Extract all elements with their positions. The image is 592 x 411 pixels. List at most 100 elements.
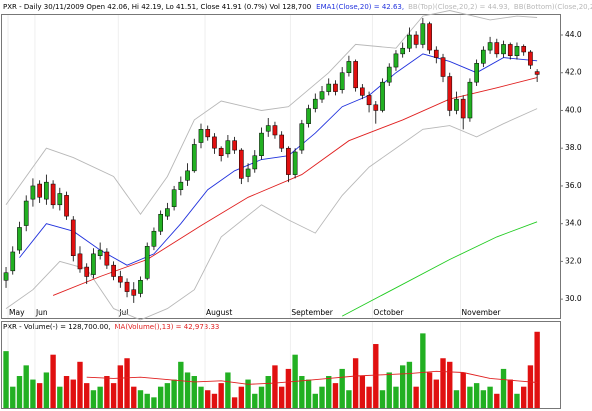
candle-body [57, 193, 63, 206]
volume-bar [406, 361, 413, 408]
candle-body [346, 61, 352, 73]
y-tick-label: 44.0 [565, 30, 582, 39]
volume-bar [77, 361, 83, 408]
volume-bar [245, 379, 251, 408]
volume-bar [43, 372, 50, 408]
volume-bar [137, 390, 144, 408]
volume-bar [151, 397, 157, 408]
overlay-line [5, 10, 538, 215]
volume-bar [272, 365, 278, 408]
candle-body [279, 134, 285, 149]
volume-bar [379, 390, 386, 408]
volume-bar [144, 393, 150, 408]
candle-body [474, 63, 479, 83]
candle-body [84, 266, 90, 277]
volume-bar [164, 383, 171, 408]
volume-bar [171, 379, 177, 408]
candle-body [447, 76, 453, 111]
candle-body [407, 34, 412, 49]
volume-bar [346, 390, 352, 408]
candle-body [272, 125, 278, 136]
candle-body [171, 189, 177, 207]
y-tick-label: 42.0 [565, 68, 582, 77]
y-tick-label: 40.0 [565, 105, 582, 114]
volume-bar [231, 397, 238, 408]
volume-bar [110, 383, 117, 408]
candle-body [467, 81, 473, 119]
candle-body [23, 200, 29, 226]
candle-body [138, 280, 143, 294]
volume-bar [527, 365, 534, 408]
volume-bar [352, 358, 359, 408]
candle-body [460, 98, 466, 119]
candle-body [366, 95, 372, 106]
overlay-line [5, 108, 538, 321]
candle-body [198, 129, 204, 143]
candle-body [326, 83, 332, 92]
volume-bar [453, 390, 460, 408]
candle-body [158, 213, 163, 232]
candle-body [454, 98, 459, 111]
legend-entry: EMA1(Close,20) = 42.63, [316, 3, 404, 11]
volume-bar [467, 386, 473, 408]
volume-bar [90, 390, 97, 408]
volume-bar [117, 365, 124, 408]
volume-bar [473, 383, 480, 408]
volume-title: PXR - Volume(-) = 128,700.00, [3, 323, 111, 331]
volume-bar [447, 361, 453, 408]
x-tick-label: Jun [35, 308, 48, 317]
candle-body [514, 46, 520, 57]
volume-bar [420, 333, 426, 408]
volume-bar [399, 365, 406, 408]
volume-bar [521, 386, 527, 408]
candle-body [30, 185, 36, 200]
volume-bar [178, 361, 184, 408]
volume-bar [278, 386, 285, 408]
candle-body [481, 49, 486, 64]
volume-bar [97, 386, 103, 408]
candle-body [64, 195, 69, 217]
candle-body [380, 81, 385, 111]
volume-bar [507, 379, 513, 408]
volume-bar [205, 390, 211, 408]
candle-body [353, 61, 358, 89]
volume-bar [16, 376, 23, 408]
candle-body [218, 147, 224, 156]
volume-bar [63, 376, 70, 408]
volume-bar [50, 354, 56, 408]
candle-body [521, 46, 527, 53]
candle-body [400, 47, 406, 55]
candle-body [205, 129, 211, 138]
volume-bar [460, 372, 466, 408]
volume-ma-line [86, 370, 538, 385]
candle-body [144, 246, 150, 279]
volume-bar [198, 386, 204, 408]
candle-body [487, 42, 493, 51]
x-tick-label: October [373, 308, 404, 317]
candle-body [50, 183, 56, 206]
volume-bar [305, 379, 312, 408]
candle-body [124, 281, 130, 292]
candle-body [151, 230, 157, 247]
volume-bar [339, 368, 345, 408]
candle-body [185, 170, 190, 181]
volume-bar [238, 386, 245, 408]
y-tick-label: 38.0 [565, 143, 582, 152]
legend-entry: MA(Volume(),13) = 42,973.33 [115, 323, 220, 331]
volume-bar [10, 386, 16, 408]
volume-bar [393, 386, 399, 408]
volume-bar [131, 386, 137, 408]
candle-body [245, 168, 251, 177]
volume-bar [312, 393, 318, 408]
overlay-line [52, 77, 538, 296]
candle-body [17, 227, 22, 251]
candle-body [534, 71, 540, 75]
volume-bar [30, 379, 36, 408]
candle-body [70, 219, 76, 256]
y-tick-label: 32.0 [565, 256, 582, 265]
volume-bar [23, 365, 29, 408]
candle-body [239, 149, 244, 179]
candle-body [427, 23, 432, 51]
candle-body [433, 49, 439, 58]
